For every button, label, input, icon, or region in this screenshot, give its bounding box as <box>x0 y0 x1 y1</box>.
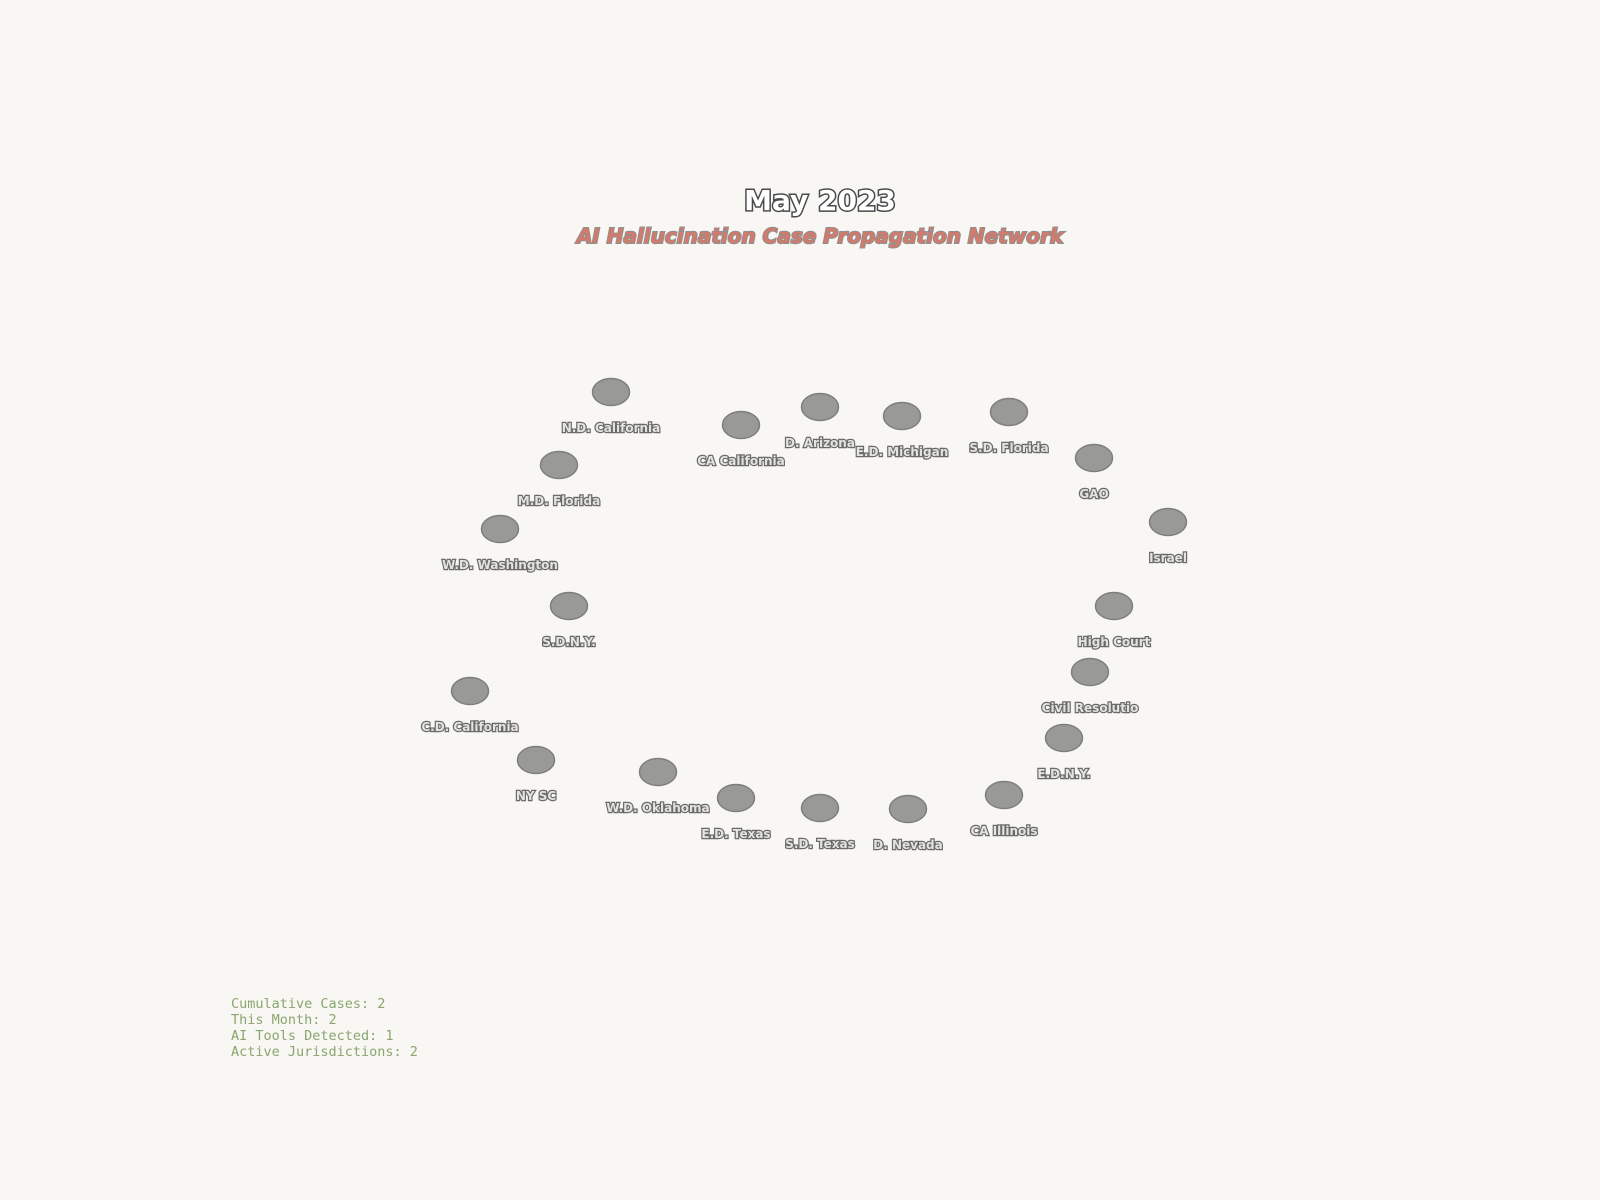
node-label-ny-sc: NY SC <box>516 789 557 803</box>
node-label-ca-california: CA California <box>697 454 785 468</box>
node-label-s-d-florida: S.D. Florida <box>969 441 1048 455</box>
node-label-s-d-texas: S.D. Texas <box>785 837 855 851</box>
stat-active-jurisdictions: Active Jurisdictions: 2 <box>231 1044 418 1060</box>
node-circle-ny-sc <box>516 745 556 775</box>
page-subtitle: AI Hallucination Case Propagation Networ… <box>575 224 1065 248</box>
page-title: May 2023 <box>744 184 896 217</box>
node-circle-israel <box>1148 507 1188 537</box>
network-node-d-arizona: D. Arizona <box>784 392 856 451</box>
node-label-d-nevada: D. Nevada <box>873 838 943 852</box>
node-circle-n-d-california <box>591 377 631 407</box>
network-node-s-d-n-y: S.D.N.Y. <box>541 591 597 650</box>
node-circle-m-d-florida <box>539 450 579 480</box>
network-node-s-d-texas: S.D. Texas <box>784 793 856 852</box>
network-node-n-d-california: N.D. California <box>561 377 661 436</box>
node-circle-e-d-michigan <box>882 401 922 431</box>
node-circle-ca-illinois <box>984 780 1024 810</box>
network-node-israel: Israel <box>1148 507 1188 566</box>
network-node-c-d-california: C.D. California <box>420 676 520 735</box>
stat-ai-tools-detected: AI Tools Detected: 1 <box>231 1028 394 1044</box>
node-label-ca-illinois: CA Illinois <box>970 824 1037 838</box>
node-circle-d-arizona <box>800 392 840 422</box>
network-node-w-d-oklahoma: W.D. Oklahoma <box>605 757 711 816</box>
network-node-d-nevada: D. Nevada <box>872 794 944 853</box>
network-node-ny-sc: NY SC <box>515 745 558 804</box>
node-circle-e-d-texas <box>716 783 756 813</box>
network-node-e-d-n-y: E.D.N.Y. <box>1036 723 1092 782</box>
node-label-w-d-washington: W.D. Washington <box>442 558 558 572</box>
node-circle-w-d-oklahoma <box>638 757 678 787</box>
network-node-ca-illinois: CA Illinois <box>969 780 1039 839</box>
network-node-m-d-florida: M.D. Florida <box>517 450 601 509</box>
stat-this-month: This Month: 2 <box>231 1012 337 1028</box>
node-label-c-d-california: C.D. California <box>421 720 518 734</box>
node-label-s-d-n-y: S.D.N.Y. <box>542 635 596 649</box>
node-circle-c-d-california <box>450 676 490 706</box>
network-node-e-d-michigan: E.D. Michigan <box>855 401 949 460</box>
node-label-e-d-michigan: E.D. Michigan <box>856 445 949 459</box>
network-node-s-d-florida: S.D. Florida <box>968 397 1050 456</box>
network-node-e-d-texas: E.D. Texas <box>700 783 772 842</box>
network-node-ca-california: CA California <box>696 410 786 469</box>
node-label-d-arizona: D. Arizona <box>785 436 855 450</box>
node-label-e-d-texas: E.D. Texas <box>701 827 770 841</box>
stat-cumulative-cases: Cumulative Cases: 2 <box>231 996 386 1012</box>
node-circle-s-d-florida <box>989 397 1029 427</box>
node-label-civil-resolutio: Civil Resolutio <box>1042 701 1139 715</box>
node-circle-e-d-n-y <box>1044 723 1084 753</box>
node-circle-civil-resolutio <box>1070 657 1110 687</box>
node-label-gao: GAO <box>1079 487 1108 501</box>
node-circle-d-nevada <box>888 794 928 824</box>
node-circle-s-d-n-y <box>549 591 589 621</box>
node-circle-s-d-texas <box>800 793 840 823</box>
network-node-w-d-washington: W.D. Washington <box>441 514 559 573</box>
network-node-civil-resolutio: Civil Resolutio <box>1040 657 1140 716</box>
node-label-israel: Israel <box>1149 551 1187 565</box>
network-node-high-court: High Court <box>1076 591 1152 650</box>
network-node-gao: GAO <box>1074 443 1114 502</box>
node-label-w-d-oklahoma: W.D. Oklahoma <box>606 801 709 815</box>
node-label-high-court: High Court <box>1078 635 1151 649</box>
node-circle-gao <box>1074 443 1114 473</box>
node-label-e-d-n-y: E.D.N.Y. <box>1037 767 1090 781</box>
node-circle-w-d-washington <box>480 514 520 544</box>
node-label-m-d-florida: M.D. Florida <box>518 494 600 508</box>
node-label-n-d-california: N.D. California <box>562 421 661 435</box>
stats-panel: Cumulative Cases: 2 This Month: 2 AI Too… <box>231 996 418 1060</box>
node-circle-high-court <box>1094 591 1134 621</box>
node-circle-ca-california <box>721 410 761 440</box>
